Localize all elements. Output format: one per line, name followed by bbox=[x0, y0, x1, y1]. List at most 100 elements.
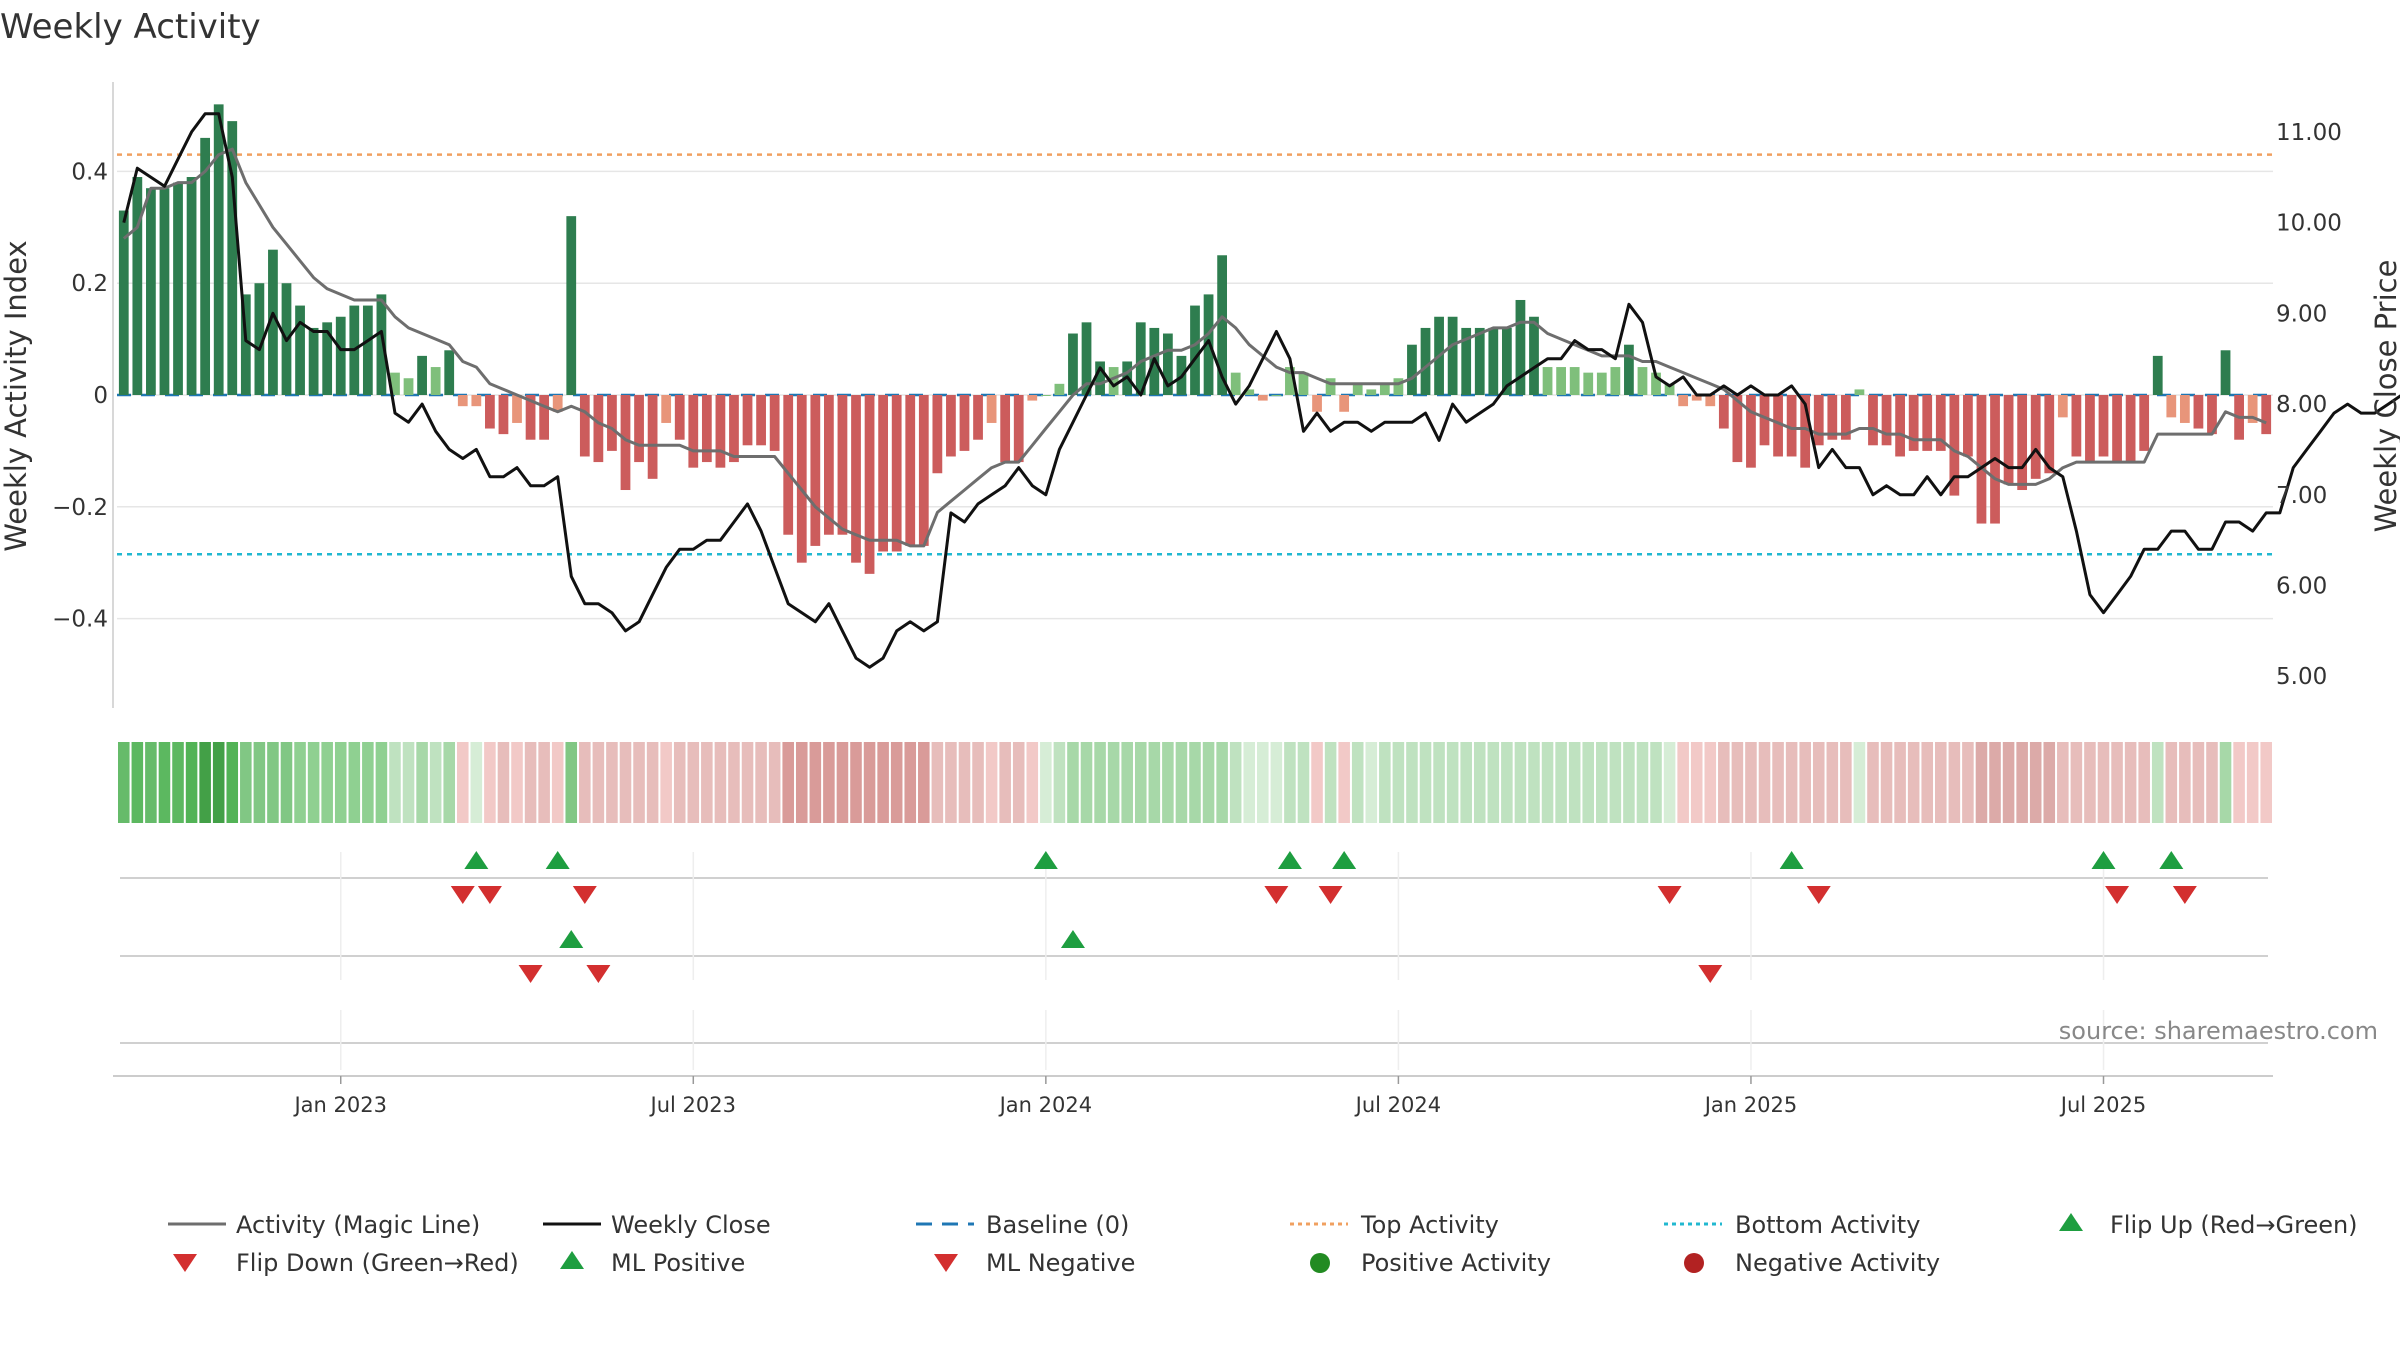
activity-bar bbox=[1339, 395, 1350, 412]
activity-bar bbox=[1976, 395, 1987, 524]
chart-title: Weekly Activity bbox=[0, 7, 261, 47]
legend: Activity (Magic Line) Weekly Close Basel… bbox=[168, 1211, 2358, 1277]
strip-cell bbox=[321, 742, 333, 823]
legend-weekly-close-label: Weekly Close bbox=[611, 1211, 771, 1239]
activity-bar bbox=[146, 188, 156, 395]
activity-bar bbox=[2098, 395, 2109, 457]
strip-cell bbox=[877, 742, 889, 823]
activity-bar bbox=[796, 395, 807, 563]
activity-bar bbox=[1474, 327, 1485, 395]
activity-bar bbox=[1312, 395, 1322, 412]
strip-cell bbox=[1596, 742, 1608, 823]
activity-bar bbox=[1718, 395, 1729, 429]
activity-bar bbox=[1935, 395, 1946, 451]
strip-cell bbox=[1270, 742, 1283, 823]
activity-bar bbox=[186, 177, 197, 395]
strip-cell bbox=[1907, 742, 1920, 823]
strip-cell bbox=[1745, 742, 1757, 823]
activity-bar bbox=[1393, 378, 1404, 395]
legend-ml-positive: ML Positive bbox=[560, 1249, 745, 1277]
activity-bar bbox=[485, 395, 495, 429]
flip-up-marker bbox=[1033, 851, 1058, 869]
strip-cell bbox=[1040, 742, 1052, 823]
activity-bar bbox=[1325, 378, 1336, 395]
strip-cell bbox=[1582, 742, 1595, 823]
strip-cell bbox=[1677, 742, 1689, 823]
strip-cell bbox=[768, 742, 781, 823]
activity-bar bbox=[986, 395, 997, 423]
strip-cell bbox=[1609, 742, 1622, 823]
y-right-tick-label: 10.00 bbox=[2276, 211, 2342, 237]
strip-cell bbox=[1229, 742, 1242, 823]
strip-cell bbox=[1473, 742, 1486, 823]
strip-cell bbox=[1623, 742, 1635, 823]
strip-cell bbox=[1338, 742, 1350, 823]
strip-cell bbox=[1351, 742, 1364, 823]
y-left-tick-label: 0 bbox=[93, 383, 108, 409]
strip-cell bbox=[633, 742, 645, 823]
activity-bar bbox=[1190, 305, 1200, 395]
x-tick-label: Jan 2024 bbox=[998, 1093, 1093, 1117]
strip-cell bbox=[1134, 742, 1147, 823]
activity-bar bbox=[973, 395, 983, 440]
activity-bar bbox=[2152, 355, 2163, 395]
activity-bar bbox=[1881, 395, 1892, 446]
legend-baseline-label: Baseline (0) bbox=[986, 1211, 1129, 1239]
activity-bar bbox=[1271, 395, 1282, 396]
activity-bar bbox=[1922, 395, 1933, 451]
activity-bar bbox=[362, 305, 373, 395]
strip-cell bbox=[1867, 742, 1879, 823]
strip-cell bbox=[267, 742, 279, 823]
strip-cell bbox=[280, 742, 293, 823]
activity-bar bbox=[1095, 361, 1105, 395]
activity-bar bbox=[132, 177, 143, 395]
strip-cell bbox=[606, 742, 618, 823]
activity-bar bbox=[308, 327, 319, 395]
flip-down-marker bbox=[1806, 886, 1831, 904]
activity-bar bbox=[1732, 395, 1743, 463]
strip-cell bbox=[2151, 742, 2164, 823]
activity-bar bbox=[1963, 395, 1973, 457]
strip-cell bbox=[985, 742, 998, 823]
activity-bar bbox=[1081, 322, 1092, 395]
strip-cell bbox=[1460, 742, 1472, 823]
ml-positive-marker bbox=[559, 930, 584, 948]
y-right-tick-label: 11.00 bbox=[2276, 120, 2342, 146]
strip-cell bbox=[389, 742, 401, 823]
activity-bar bbox=[200, 137, 211, 395]
magic-line-series bbox=[122, 147, 2267, 548]
strip-cell bbox=[348, 742, 361, 823]
strip-cell bbox=[2179, 742, 2191, 823]
legend-positive-activity: Positive Activity bbox=[1310, 1249, 1551, 1277]
activity-bar bbox=[1162, 333, 1173, 395]
strip-cell bbox=[1148, 742, 1161, 823]
strip-cell bbox=[863, 742, 876, 823]
x-tick-label: Jan 2023 bbox=[292, 1093, 387, 1117]
strip-cell bbox=[1406, 742, 1418, 823]
strip-cell bbox=[2070, 742, 2083, 823]
activity-bar bbox=[579, 395, 590, 457]
activity-bar bbox=[1840, 395, 1851, 440]
strip-cell bbox=[1365, 742, 1378, 823]
strip-cell bbox=[1663, 742, 1676, 823]
strip-cell bbox=[931, 742, 944, 823]
strip-cell bbox=[1094, 742, 1106, 823]
strip-cell bbox=[240, 742, 252, 823]
activity-bar bbox=[1854, 389, 1865, 395]
strip-cell bbox=[511, 742, 523, 823]
strip-cell bbox=[1216, 742, 1228, 823]
strip-cell bbox=[470, 742, 483, 823]
activity-color-strip bbox=[118, 742, 2272, 823]
activity-bar bbox=[1949, 395, 1960, 496]
strip-cell bbox=[687, 742, 700, 823]
activity-bar bbox=[1610, 367, 1621, 395]
strip-cell bbox=[212, 742, 225, 823]
strip-cell bbox=[646, 742, 659, 823]
activity-bar bbox=[268, 249, 278, 395]
activity-bar bbox=[173, 182, 183, 395]
strip-cell bbox=[334, 742, 347, 823]
strip-cell bbox=[999, 742, 1011, 823]
strip-cell bbox=[958, 742, 971, 823]
activity-bar bbox=[769, 395, 780, 451]
activity-bar bbox=[2112, 395, 2122, 463]
